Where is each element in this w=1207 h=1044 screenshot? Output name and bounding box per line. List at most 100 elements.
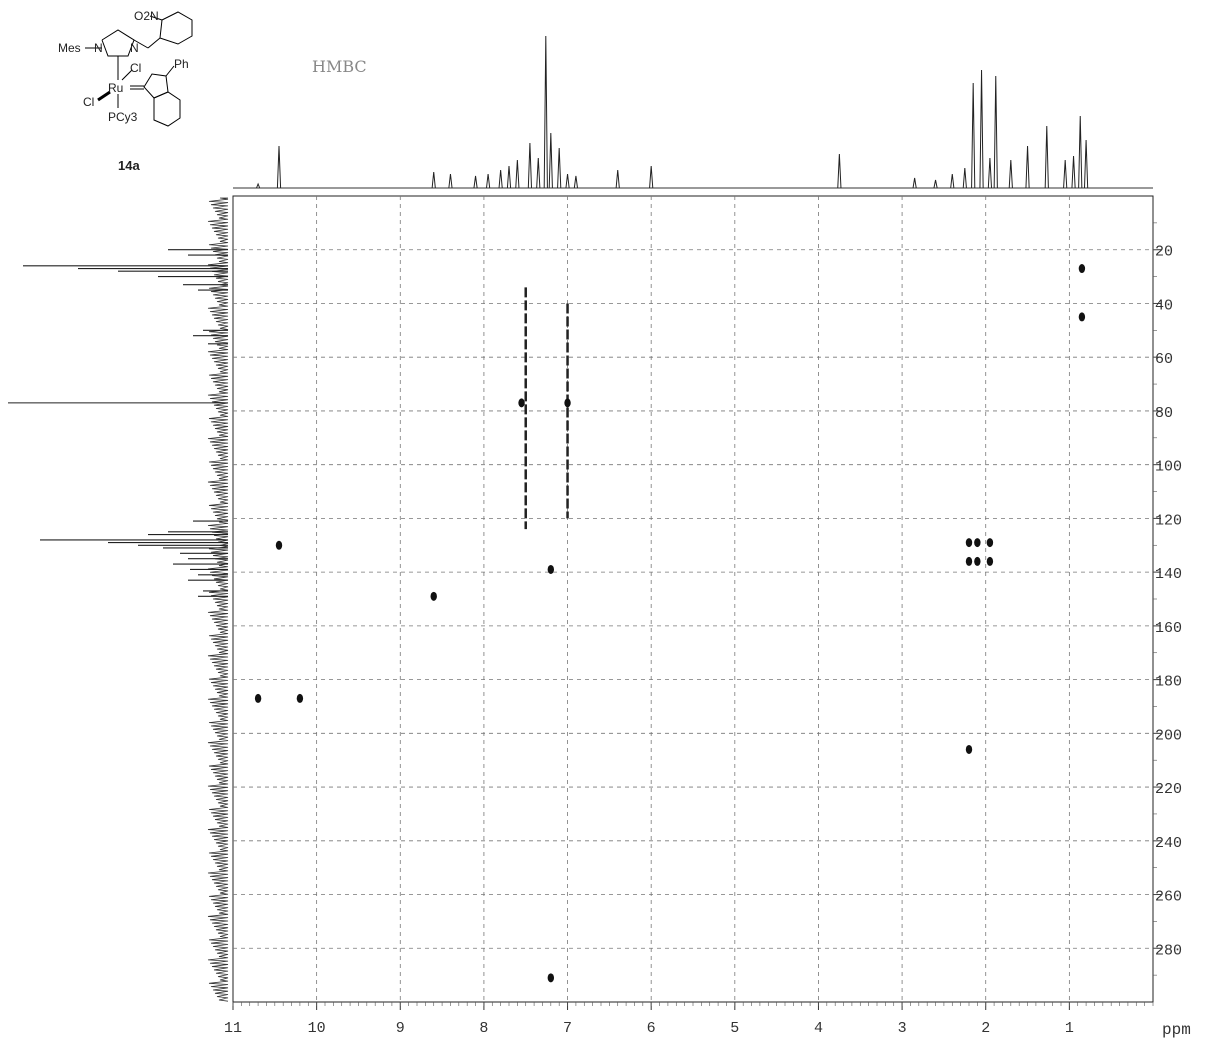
cross-peak [974, 538, 981, 548]
cross-peak [965, 556, 973, 566]
y-tick-label: 80 [1155, 405, 1173, 422]
chemical-structure [85, 11, 193, 127]
cross-peak [1078, 264, 1086, 274]
proton-peak [993, 75, 998, 189]
x-axis-ticks: 11 10 9 8 7 6 5 4 3 2 1 [224, 1002, 1154, 1037]
cross-peak [965, 538, 973, 548]
proton-peak [1083, 139, 1089, 189]
n-left-label: N [94, 41, 103, 55]
grid-lines [233, 196, 1153, 1002]
x-tick-label: 5 [730, 1020, 739, 1037]
cross-peak [254, 693, 262, 703]
structure-labels: O2N Mes N N Cl Cl Ru PCy3 Ph 14a [58, 9, 189, 173]
y-tick-label: 160 [1155, 620, 1182, 637]
y-tick-label: 60 [1155, 351, 1173, 368]
bond-ch2-aryl [147, 37, 161, 49]
proton-peak [431, 171, 436, 189]
cross-peak [275, 540, 283, 550]
proton-peak [543, 35, 548, 189]
proton-peak [1044, 125, 1049, 189]
bond-ru-cl-up [121, 69, 133, 81]
y-tick-label: 40 [1155, 297, 1173, 314]
cl-down-label: Cl [83, 95, 94, 109]
cross-peak [547, 973, 555, 983]
cl-up-label: Cl [130, 61, 141, 75]
x-tick-label: 2 [981, 1020, 990, 1037]
x-tick-label: 4 [814, 1020, 823, 1037]
y-tick-label: 260 [1155, 889, 1182, 906]
proton-peak [933, 179, 938, 189]
proton-peak [506, 165, 512, 189]
ph-label: Ph [174, 57, 189, 71]
cross-peak [986, 556, 994, 566]
y-tick-label: 140 [1155, 566, 1182, 583]
x-tick-label: 11 [224, 1020, 242, 1037]
proton-peak [565, 173, 570, 189]
y-tick-label: 180 [1155, 674, 1182, 691]
proton-peak [1078, 115, 1083, 189]
y-tick-label: 280 [1155, 942, 1182, 959]
cross-peak [430, 591, 437, 601]
carbon-projection [8, 197, 229, 1002]
chart-title: HMBC [312, 57, 367, 76]
cross-peak [965, 744, 973, 754]
ru-label: Ru [108, 81, 123, 95]
x-axis-label: ppm [1162, 1021, 1191, 1039]
x-tick-label: 10 [308, 1020, 326, 1037]
proton-peak [987, 157, 993, 189]
x-tick-label: 7 [563, 1020, 572, 1037]
proton-peak [473, 175, 478, 189]
proton-peak [256, 182, 261, 189]
carbon-noise-trace [207, 197, 229, 1002]
x-tick-label: 1 [1065, 1020, 1074, 1037]
y-axis-ticks: 20 40 60 80 100 120 140 160 180 200 220 240 260 280 [1153, 222, 1182, 976]
cross-peaks [254, 264, 1086, 983]
proton-peak [485, 173, 491, 189]
proton-peak [1025, 145, 1030, 189]
bond-aryl-no2 [149, 15, 163, 21]
mes-label: Mes [58, 41, 81, 55]
cross-peak [296, 693, 304, 703]
bond-ru-cl-wedge [97, 90, 111, 102]
cross-peak [986, 538, 994, 548]
proton-projection [233, 35, 1153, 189]
y-tick-label: 240 [1155, 835, 1182, 852]
no2-label: O2N [134, 9, 159, 23]
proton-peak [498, 169, 503, 189]
y-tick-label: 100 [1155, 459, 1182, 476]
y-tick-label: 200 [1155, 727, 1182, 744]
n-right-label: N [130, 41, 139, 55]
imidazolidine-ring [101, 29, 135, 57]
pcy3-label: PCy3 [108, 110, 138, 124]
proton-peak [962, 167, 967, 189]
proton-peak [536, 157, 541, 189]
proton-peak [971, 82, 976, 189]
proton-peak [548, 132, 553, 189]
proton-peak [557, 147, 562, 189]
y-tick-label: 20 [1155, 244, 1173, 261]
indenylidene-benzo-ring [153, 91, 181, 127]
x-tick-label: 6 [647, 1020, 656, 1037]
proton-peak [837, 153, 842, 189]
y-tick-label: 220 [1155, 781, 1182, 798]
y-tick-label: 120 [1155, 512, 1182, 529]
cross-peak [1078, 312, 1086, 322]
x-tick-label: 3 [898, 1020, 907, 1037]
x-tick-label: 9 [396, 1020, 405, 1037]
compound-label: 14a [118, 158, 140, 173]
bond-n-ch2 [133, 39, 149, 49]
proton-peak [1063, 159, 1068, 189]
proton-peak [573, 175, 579, 189]
proton-peak [979, 69, 984, 189]
cross-peak [564, 398, 571, 408]
proton-peak [649, 165, 654, 189]
proton-peak [1071, 155, 1076, 189]
proton-peak [950, 173, 955, 189]
proton-peak [912, 177, 917, 189]
proton-peak [515, 159, 520, 189]
bond-ph [165, 65, 175, 77]
proton-peak [527, 142, 533, 189]
proton-peak [448, 173, 453, 189]
